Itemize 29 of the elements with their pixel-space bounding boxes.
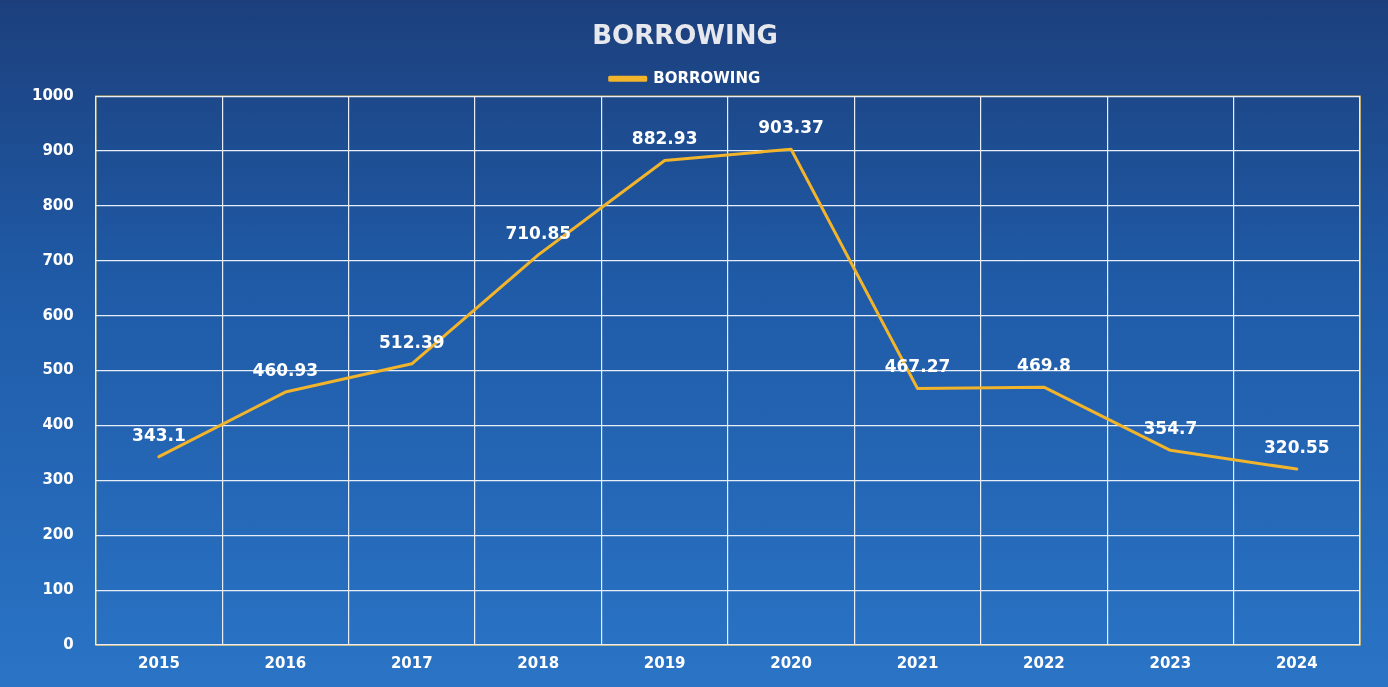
legend-label: BORROWING [653, 68, 761, 87]
data-label: 469.8 [1017, 355, 1071, 376]
y-tick-label: 300 [42, 470, 74, 489]
x-tick-label: 2022 [1023, 653, 1065, 672]
y-tick-label: 500 [42, 360, 74, 379]
x-tick-label: 2018 [517, 653, 560, 672]
y-tick-label: 700 [42, 250, 74, 269]
x-tick-label: 2017 [390, 653, 433, 672]
x-tick-label: 2016 [264, 653, 307, 672]
x-tick-label: 2019 [643, 653, 686, 672]
data-label: 710.85 [505, 222, 572, 243]
data-label: 320.55 [1263, 437, 1330, 457]
y-tick-label: 800 [42, 195, 74, 214]
x-tick-label: 2021 [896, 653, 939, 672]
y-tick-label: 600 [42, 305, 74, 324]
x-tick-label: 2024 [1275, 653, 1318, 672]
x-tick-label: 2020 [770, 653, 812, 672]
data-label: 343.1 [132, 424, 186, 445]
y-tick-label: 0 [63, 634, 74, 653]
y-tick-label: 900 [42, 140, 74, 159]
data-label: 903.37 [758, 117, 824, 138]
y-tick-label: 400 [42, 415, 74, 434]
y-tick-label: 100 [42, 580, 74, 599]
y-tick-label: 1000 [32, 86, 74, 105]
x-tick-label: 2023 [1149, 653, 1192, 672]
chart-title: BORROWING [592, 20, 778, 51]
y-tick-label: 200 [42, 525, 74, 544]
data-label: 882.93 [631, 128, 698, 149]
x-tick-label: 2015 [138, 653, 180, 672]
